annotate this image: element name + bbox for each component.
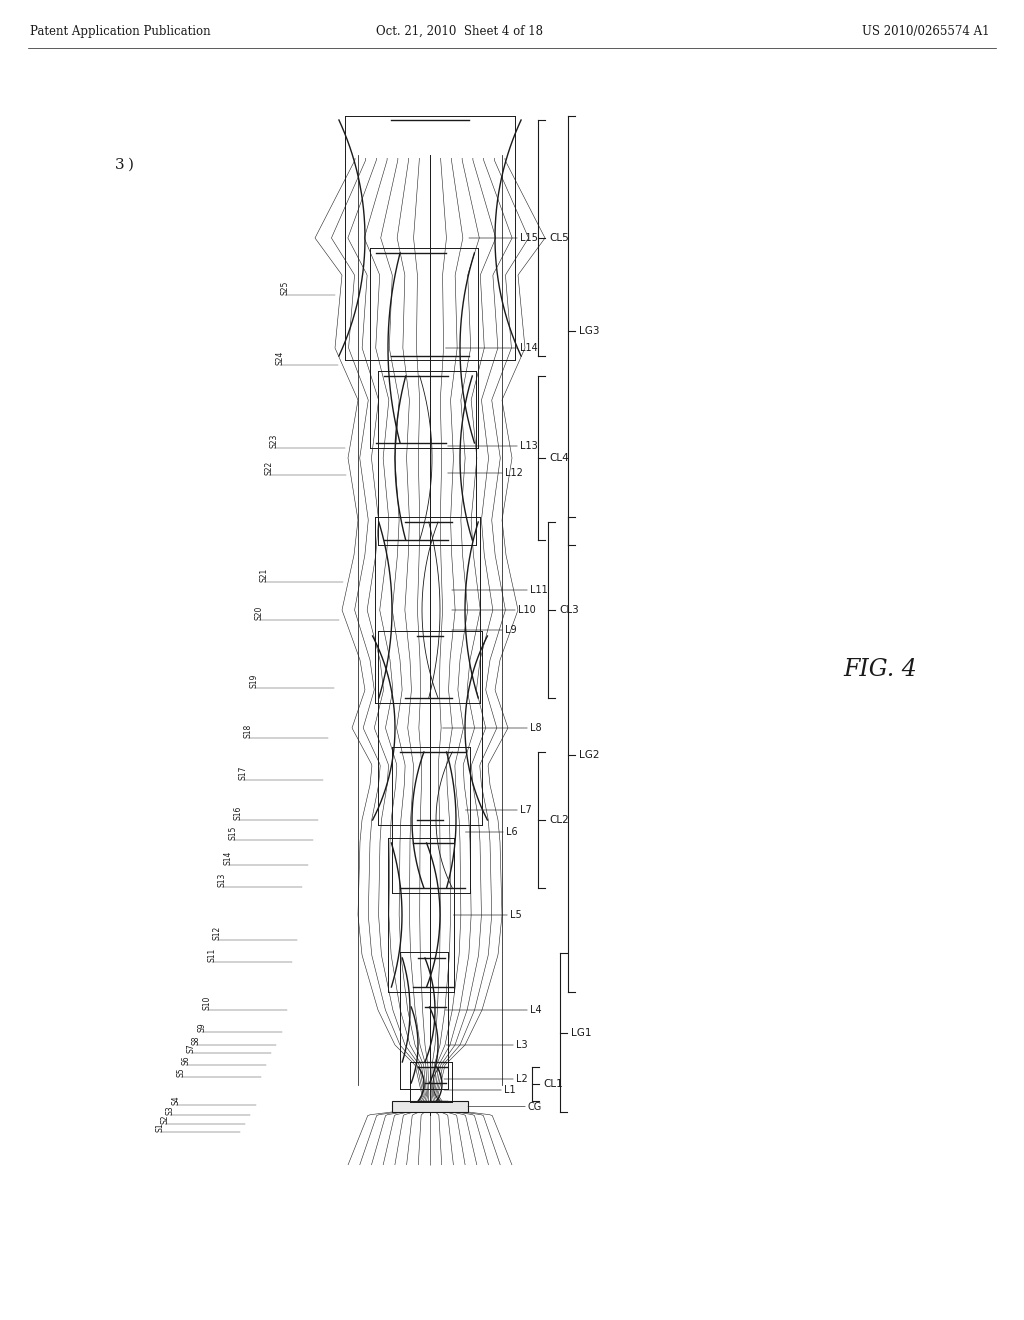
Text: S22: S22 [264, 461, 273, 475]
Text: S18: S18 [244, 723, 253, 738]
Text: LG3: LG3 [579, 326, 599, 335]
Text: S7: S7 [186, 1043, 196, 1053]
Text: 3: 3 [116, 158, 125, 172]
Text: L9: L9 [452, 624, 517, 635]
Text: L15: L15 [469, 234, 538, 243]
Text: L4: L4 [445, 1005, 542, 1015]
Text: S25: S25 [281, 281, 290, 294]
Text: L14: L14 [445, 343, 538, 352]
Text: L13: L13 [447, 441, 538, 451]
Text: S15: S15 [228, 825, 238, 840]
Text: L10: L10 [452, 605, 536, 615]
Text: CL1: CL1 [543, 1078, 563, 1089]
Text: CL5: CL5 [549, 234, 568, 243]
Text: CL4: CL4 [549, 453, 568, 463]
Text: S6: S6 [181, 1056, 190, 1065]
Text: US 2010/0265574 A1: US 2010/0265574 A1 [862, 25, 990, 38]
Text: S1: S1 [156, 1122, 165, 1133]
Text: S17: S17 [239, 766, 248, 780]
Text: S21: S21 [259, 568, 268, 582]
Text: L8: L8 [442, 723, 542, 733]
Text: Patent Application Publication: Patent Application Publication [30, 25, 211, 38]
Text: S14: S14 [223, 850, 232, 865]
Text: S13: S13 [218, 873, 227, 887]
Text: L12: L12 [447, 469, 523, 478]
Text: Oct. 21, 2010  Sheet 4 of 18: Oct. 21, 2010 Sheet 4 of 18 [377, 25, 544, 38]
Text: S19: S19 [249, 673, 258, 688]
Text: S16: S16 [233, 805, 243, 820]
Text: LG1: LG1 [571, 1027, 592, 1038]
Text: S2: S2 [161, 1114, 170, 1125]
Text: S3: S3 [166, 1105, 175, 1115]
Text: S23: S23 [270, 434, 279, 447]
Text: S11: S11 [208, 948, 216, 962]
Text: LG2: LG2 [579, 750, 599, 759]
Text: S8: S8 [191, 1035, 201, 1045]
Text: L11: L11 [452, 585, 548, 595]
Bar [392, 1101, 468, 1111]
Text: FIG. 4: FIG. 4 [843, 659, 916, 681]
Text: L2: L2 [444, 1074, 527, 1084]
Text: L7: L7 [466, 805, 531, 814]
Text: L3: L3 [446, 1040, 527, 1049]
Text: L6: L6 [466, 828, 517, 837]
Text: S20: S20 [254, 606, 263, 620]
Text: ): ) [128, 158, 134, 172]
Text: CG: CG [468, 1101, 543, 1111]
Text: S24: S24 [275, 351, 284, 366]
Text: S4: S4 [171, 1096, 180, 1105]
Text: CL3: CL3 [559, 605, 579, 615]
Text: S12: S12 [213, 925, 222, 940]
Text: S10: S10 [203, 995, 211, 1010]
Text: L1: L1 [444, 1085, 516, 1096]
Text: L5: L5 [454, 909, 522, 920]
Text: S5: S5 [176, 1068, 185, 1077]
Text: S9: S9 [197, 1023, 206, 1032]
Text: CL2: CL2 [549, 814, 568, 825]
